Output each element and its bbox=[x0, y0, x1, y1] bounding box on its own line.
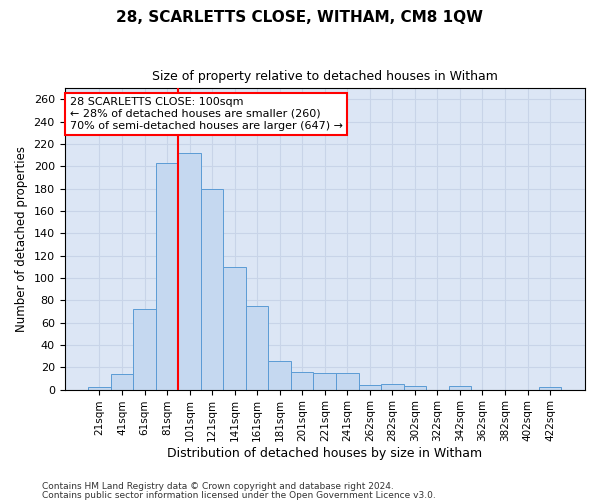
Bar bbox=[111, 374, 133, 390]
X-axis label: Distribution of detached houses by size in Witham: Distribution of detached houses by size … bbox=[167, 447, 482, 460]
Bar bbox=[313, 373, 336, 390]
Text: Contains HM Land Registry data © Crown copyright and database right 2024.: Contains HM Land Registry data © Crown c… bbox=[42, 482, 394, 491]
Bar bbox=[359, 385, 381, 390]
Bar bbox=[178, 153, 201, 390]
Bar bbox=[88, 388, 111, 390]
Bar bbox=[291, 372, 313, 390]
Bar bbox=[133, 310, 156, 390]
Bar bbox=[404, 386, 426, 390]
Text: 28 SCARLETTS CLOSE: 100sqm
← 28% of detached houses are smaller (260)
70% of sem: 28 SCARLETTS CLOSE: 100sqm ← 28% of deta… bbox=[70, 98, 343, 130]
Bar bbox=[201, 189, 223, 390]
Bar bbox=[449, 386, 471, 390]
Bar bbox=[268, 360, 291, 390]
Bar bbox=[223, 267, 246, 390]
Bar bbox=[246, 306, 268, 390]
Title: Size of property relative to detached houses in Witham: Size of property relative to detached ho… bbox=[152, 70, 498, 83]
Text: Contains public sector information licensed under the Open Government Licence v3: Contains public sector information licen… bbox=[42, 490, 436, 500]
Bar bbox=[539, 388, 562, 390]
Bar bbox=[156, 163, 178, 390]
Bar bbox=[381, 384, 404, 390]
Bar bbox=[336, 373, 359, 390]
Text: 28, SCARLETTS CLOSE, WITHAM, CM8 1QW: 28, SCARLETTS CLOSE, WITHAM, CM8 1QW bbox=[116, 10, 484, 25]
Y-axis label: Number of detached properties: Number of detached properties bbox=[15, 146, 28, 332]
